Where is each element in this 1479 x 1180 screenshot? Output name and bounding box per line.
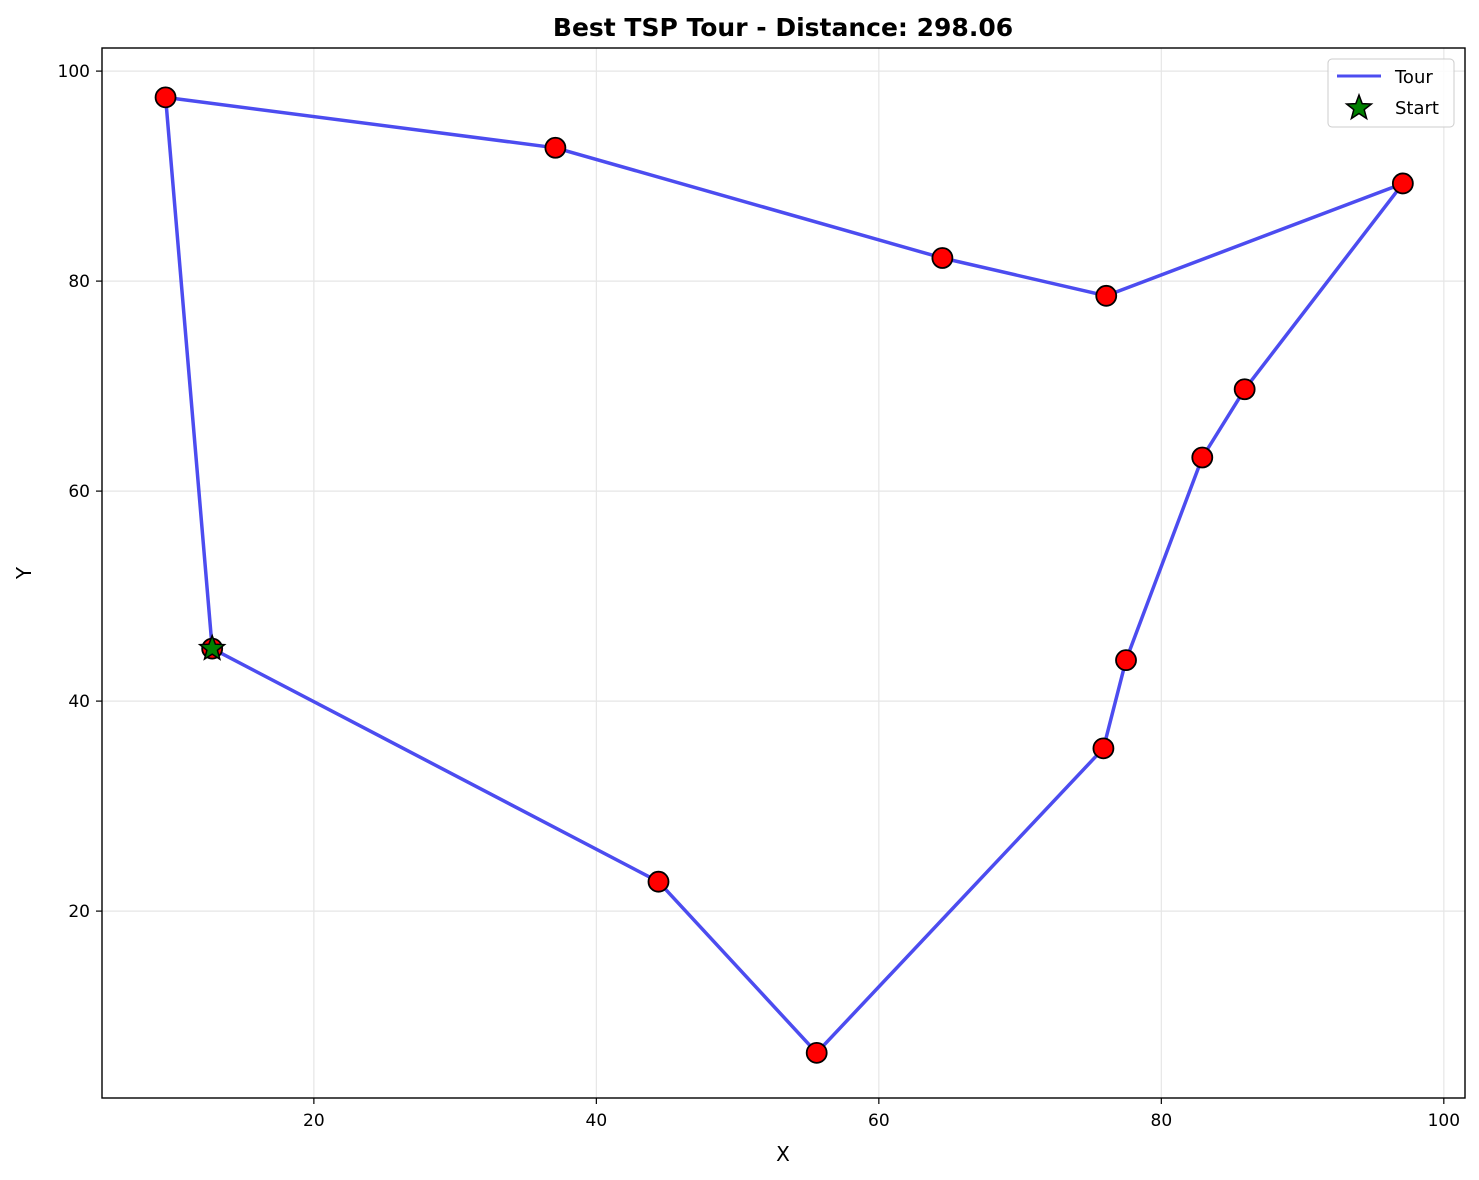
city-point bbox=[647, 870, 670, 893]
city-point bbox=[1092, 737, 1115, 760]
legend-tour-label: Tour bbox=[1394, 67, 1433, 88]
city-point bbox=[1095, 284, 1118, 307]
y-axis-ticks: 20 40 60 80 100 bbox=[58, 62, 102, 922]
y-tick-label: 100 bbox=[58, 62, 90, 82]
start-marker-group bbox=[197, 633, 227, 661]
y-tick-label: 60 bbox=[68, 482, 90, 502]
x-tick-label: 60 bbox=[868, 1111, 890, 1131]
x-tick-label: 40 bbox=[586, 1111, 608, 1131]
y-tick-label: 80 bbox=[68, 272, 90, 292]
x-tick-label: 100 bbox=[1428, 1111, 1460, 1131]
x-tick-label: 80 bbox=[1151, 1111, 1173, 1131]
plot-area-frame bbox=[101, 47, 1466, 1099]
city-point bbox=[1391, 172, 1414, 195]
city-point bbox=[1233, 378, 1256, 401]
city-point bbox=[1191, 446, 1214, 469]
city-point bbox=[931, 247, 954, 269]
y-axis-label: Y bbox=[12, 566, 36, 580]
y-tick-label: 40 bbox=[68, 692, 90, 712]
city-point bbox=[154, 86, 177, 109]
start-star-marker bbox=[197, 633, 227, 661]
x-axis-ticks: 20 40 60 80 100 bbox=[303, 1098, 1460, 1131]
x-axis-label: X bbox=[776, 1142, 790, 1166]
city-point bbox=[544, 136, 567, 159]
y-tick-label: 20 bbox=[68, 902, 90, 922]
x-tick-label: 20 bbox=[303, 1111, 325, 1131]
legend: Tour Start bbox=[1327, 58, 1455, 128]
chart-title: Best TSP Tour - Distance: 298.06 bbox=[553, 13, 1013, 42]
legend-start-star-icon bbox=[1344, 92, 1374, 121]
legend-start-star-shape bbox=[1344, 92, 1374, 121]
city-point bbox=[805, 1041, 828, 1064]
city-point bbox=[1115, 649, 1137, 672]
legend-start-label: Start bbox=[1395, 98, 1439, 119]
grid-lines bbox=[102, 48, 1465, 1098]
